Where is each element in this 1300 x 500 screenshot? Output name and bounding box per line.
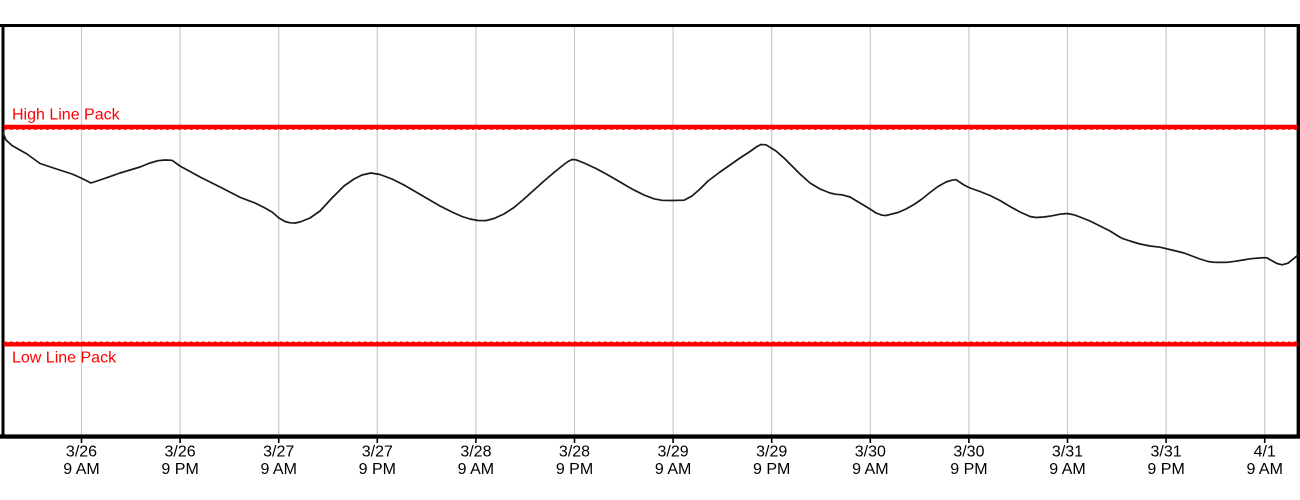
svg-text:9 AM: 9 AM bbox=[260, 461, 296, 478]
svg-text:9 PM: 9 PM bbox=[1147, 461, 1184, 478]
svg-text:Low Line Pack: Low Line Pack bbox=[12, 350, 117, 367]
svg-text:3/28: 3/28 bbox=[559, 444, 590, 461]
svg-text:9 PM: 9 PM bbox=[753, 461, 790, 478]
svg-text:9 AM: 9 AM bbox=[1049, 461, 1085, 478]
svg-text:3/31: 3/31 bbox=[1052, 444, 1083, 461]
svg-text:High Line Pack: High Line Pack bbox=[12, 107, 121, 124]
svg-text:3/30: 3/30 bbox=[855, 444, 886, 461]
svg-text:3/26: 3/26 bbox=[66, 444, 97, 461]
svg-text:9 AM: 9 AM bbox=[1246, 461, 1282, 478]
svg-text:3/27: 3/27 bbox=[263, 444, 294, 461]
svg-text:3/27: 3/27 bbox=[362, 444, 393, 461]
svg-text:9 PM: 9 PM bbox=[556, 461, 593, 478]
svg-text:3/28: 3/28 bbox=[460, 444, 491, 461]
svg-text:9 PM: 9 PM bbox=[950, 461, 987, 478]
svg-text:9 AM: 9 AM bbox=[852, 461, 888, 478]
svg-text:9 AM: 9 AM bbox=[63, 461, 99, 478]
svg-text:9 AM: 9 AM bbox=[655, 461, 691, 478]
svg-text:9 PM: 9 PM bbox=[359, 461, 396, 478]
svg-text:3/26: 3/26 bbox=[165, 444, 196, 461]
svg-text:4/1: 4/1 bbox=[1254, 444, 1276, 461]
svg-text:3/30: 3/30 bbox=[953, 444, 984, 461]
svg-text:9 AM: 9 AM bbox=[458, 461, 494, 478]
svg-text:3/29: 3/29 bbox=[756, 444, 787, 461]
svg-text:9 PM: 9 PM bbox=[161, 461, 198, 478]
svg-text:3/31: 3/31 bbox=[1151, 444, 1182, 461]
svg-text:3/29: 3/29 bbox=[658, 444, 689, 461]
